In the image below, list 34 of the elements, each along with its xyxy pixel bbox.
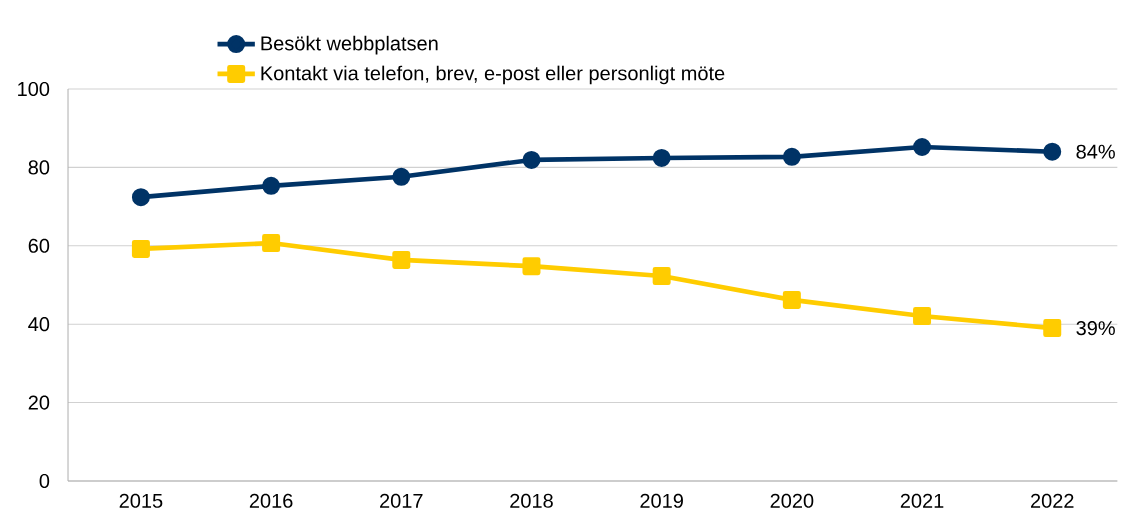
point [392, 167, 411, 186]
point [522, 257, 541, 276]
x-tick-label: 2016 [249, 493, 293, 508]
point [262, 234, 281, 253]
data-label: 39% [1076, 321, 1115, 336]
y-tick-label: 80 [28, 160, 50, 175]
x-tick-label: 2017 [380, 493, 423, 508]
legend-label: Besökt webbplatsen [261, 35, 438, 55]
x-tick-label: 2020 [770, 493, 814, 508]
point [782, 147, 801, 166]
y-tick-label: 0 [39, 473, 50, 489]
point [652, 266, 671, 285]
data-label: 84% [1076, 144, 1115, 159]
y-tick-label: 20 [28, 395, 50, 410]
point [652, 148, 671, 167]
point [131, 188, 150, 207]
y-tick-label: 40 [28, 317, 50, 332]
x-tick-label: 2015 [119, 493, 163, 508]
x-tick-label: 2019 [640, 493, 683, 508]
point [262, 176, 281, 195]
point [522, 150, 541, 169]
point [1043, 142, 1062, 161]
point [1043, 319, 1062, 338]
point [392, 250, 411, 269]
y-tick-label: 100 [18, 81, 50, 97]
legend-label: Kontakt via telefon, brev, e-post eller personligt möte [261, 65, 725, 85]
point [913, 306, 932, 325]
x-tick-label: 2022 [1031, 493, 1074, 508]
point [131, 239, 150, 258]
point [913, 138, 932, 157]
x-tick-label: 2021 [900, 493, 944, 508]
point [782, 290, 801, 309]
x-tick-label: 2018 [510, 493, 553, 508]
y-tick-label: 60 [28, 238, 50, 253]
